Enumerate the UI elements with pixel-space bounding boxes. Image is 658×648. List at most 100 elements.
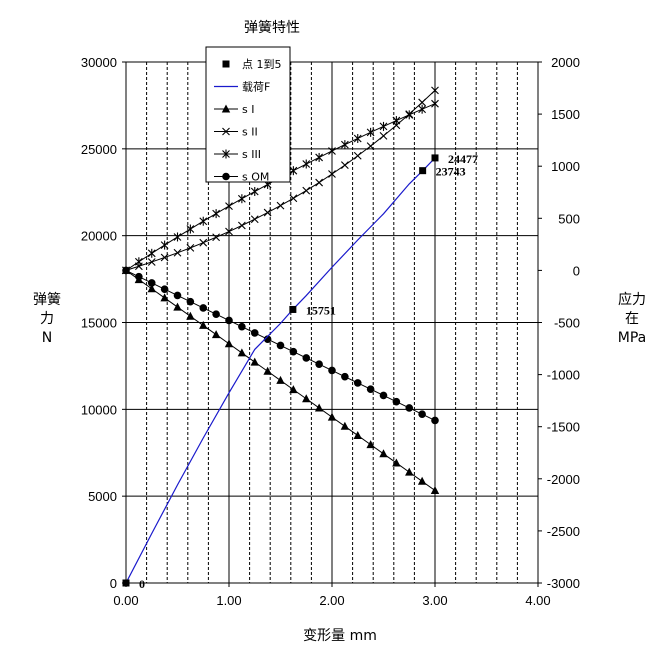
point-s-om [238,322,246,331]
point-s-ii [366,142,375,150]
marker-stroke [237,221,246,230]
y-right-tick-label: -3000 [547,576,580,591]
point-s-i [250,357,259,366]
point-s-i [417,476,427,485]
legend-swatch [221,104,231,113]
point-s-iii [431,99,439,109]
y-right-label-line: 应力 [618,291,646,308]
point-s-iii [250,187,259,197]
y-left-tick-label: 5000 [88,489,117,504]
point-s-om [225,316,233,325]
point-s-iii [418,104,427,114]
point-s-iii [405,110,414,120]
y-left-tick-label: 30000 [81,55,117,70]
point-s-ii [212,233,221,242]
marker-stroke [160,253,169,262]
point-s-om [379,391,388,400]
point-s-om [276,341,285,350]
point-s-iii [289,166,298,176]
y-right-tick-label: -500 [554,316,580,331]
point-s-i [263,366,272,375]
point-s-om [135,272,143,281]
point-s-i [173,302,182,311]
legend-swatch [222,172,230,181]
marker-stroke [263,208,272,217]
point-s-ii [147,258,156,266]
y-right-label-line: MPa [618,330,646,346]
point-s-ii [289,194,298,203]
marker-stroke [328,170,336,178]
legend-label: s III [242,148,261,161]
y-left-label-line: 力 [40,311,54,327]
point-s-om [405,404,414,412]
point-s-ii [431,86,439,95]
point-s-om [199,304,208,312]
point-s-i [430,485,440,494]
x-axis-ticks: 0.00 1.00 2.00 3.00 4.00 [113,583,551,608]
point-s-iii [237,194,246,204]
marker-stroke [366,142,375,150]
marker-stroke [302,186,311,195]
point-s-ii [186,244,195,252]
series-layer [121,86,440,587]
point-s-om [341,372,349,381]
point-marker [122,579,130,587]
marker-stroke [147,258,156,266]
point-s-i [199,320,208,329]
point-s-i [289,385,298,394]
y-right-tick-label: -2500 [547,524,580,539]
point-s-i [366,440,375,449]
y-left-label-line: N [42,330,52,346]
x-axis-label: 变形量 mm [303,628,377,644]
point-s-i [160,293,169,302]
point-value-label: 24477 [448,152,478,166]
y-right-tick-label: 0 [573,263,580,278]
point-s-iii [302,159,311,169]
point-s-i [237,348,247,357]
point-s-ii [263,208,272,217]
point-s-iii [134,257,143,267]
y-right-tick-label: 500 [558,211,580,226]
point-s-om [160,285,169,293]
legend-label: s I [242,103,254,116]
y-left-tick-label: 10000 [81,402,117,417]
y-right-label-line: 在 [625,311,639,327]
point-s-iii [225,201,233,211]
point-s-iii [379,121,388,131]
point-s-om [366,385,375,393]
point-s-ii [225,227,233,236]
point-s-ii [340,161,349,170]
point-s-om [212,310,220,318]
legend: 点 1到5 载荷F s I s II s III s OM [205,46,291,184]
x-tick-label: 1.00 [216,593,241,608]
point-value-label: 23743 [436,165,466,179]
y-right-tick-label: 2000 [551,55,580,70]
point-s-ii [173,248,182,257]
legend-swatch [222,149,230,159]
y-left-axis-ticks: 0 5000 10000 15000 20000 25000 30000 [81,55,126,591]
y-left-tick-label: 15000 [81,316,117,331]
marker-stroke [315,178,324,187]
y-left-tick-label: 25000 [81,142,117,157]
point-s-ii [160,253,169,262]
point-s-i [302,394,311,403]
point-s-ii [379,131,388,140]
marker-stroke [289,194,298,203]
point-s-iii [340,140,349,150]
point-s-iii [160,240,169,250]
marker-stroke [225,227,233,236]
point-s-om [250,329,259,337]
legend-swatch [222,127,230,136]
point-s-iii [173,232,182,242]
y-right-tick-label: -1500 [547,420,580,435]
legend-label: 点 1到5 [242,58,282,71]
point-s-iii [212,209,221,219]
point-s-ii [302,186,311,195]
legend-label: 载荷F [242,81,270,94]
point-s-iii [366,127,375,137]
point-s-i [405,467,414,476]
point-value-label: 0 [139,577,145,591]
grid [126,62,538,583]
